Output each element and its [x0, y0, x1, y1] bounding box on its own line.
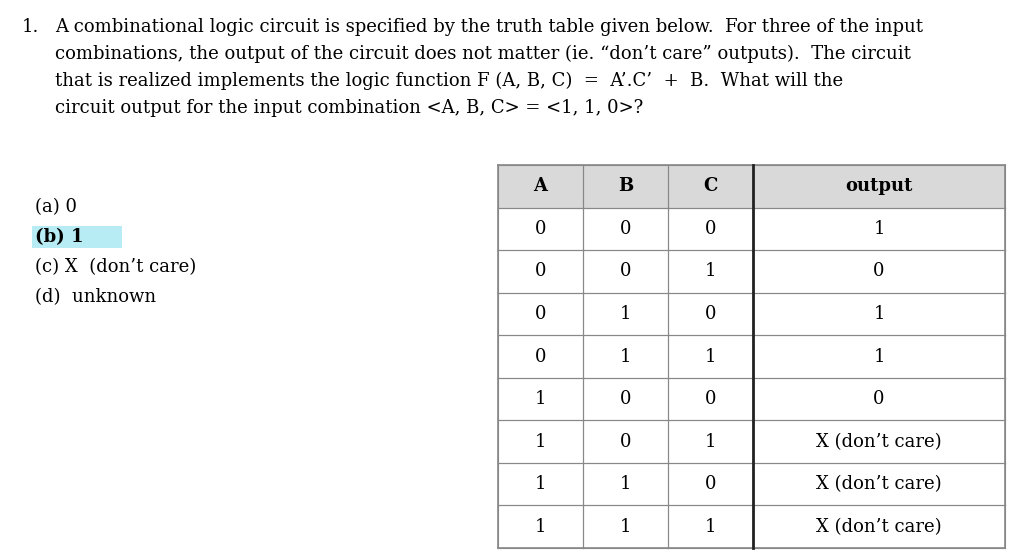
Text: X (don’t care): X (don’t care) [817, 518, 942, 536]
Bar [753, 165, 1005, 208]
Text: 1: 1 [874, 305, 885, 323]
Text: 1: 1 [705, 262, 716, 280]
Text: 0: 0 [874, 262, 885, 280]
Text: 1: 1 [619, 348, 632, 365]
Text: 1: 1 [535, 432, 546, 451]
Bar [668, 165, 753, 208]
Text: that is realized implements the logic function F (A, B, C)  =  A’.C’  +  B.  Wha: that is realized implements the logic fu… [55, 72, 843, 90]
Text: (b) 1: (b) 1 [35, 228, 83, 246]
Text: 1: 1 [535, 518, 546, 536]
Text: C: C [704, 177, 718, 195]
Text: 0: 0 [535, 220, 546, 238]
Text: B: B [618, 177, 634, 195]
Text: 0: 0 [874, 390, 885, 408]
Text: 1: 1 [619, 475, 632, 493]
Text: 1: 1 [874, 348, 885, 365]
Text: 1: 1 [705, 518, 716, 536]
Text: 0: 0 [705, 305, 716, 323]
Text: 0: 0 [535, 305, 546, 323]
Text: 1: 1 [705, 348, 716, 365]
Text: 0: 0 [535, 262, 546, 280]
Text: 0: 0 [705, 475, 716, 493]
Text: 1: 1 [874, 220, 885, 238]
Text: 0: 0 [535, 348, 546, 365]
Text: 0: 0 [619, 220, 632, 238]
Text: (c) X  (don’t care): (c) X (don’t care) [35, 258, 196, 276]
Text: 1: 1 [535, 475, 546, 493]
Text: 0: 0 [705, 220, 716, 238]
Text: (a) 0: (a) 0 [35, 198, 77, 216]
Text: 1.: 1. [22, 18, 40, 36]
Text: A combinational logic circuit is specified by the truth table given below.  For : A combinational logic circuit is specifi… [55, 18, 923, 36]
Text: 1: 1 [619, 305, 632, 323]
Text: 0: 0 [619, 390, 632, 408]
Text: 1: 1 [535, 390, 546, 408]
Text: 0: 0 [705, 390, 716, 408]
Text: output: output [845, 177, 912, 195]
Bar [583, 165, 668, 208]
Text: 0: 0 [619, 432, 632, 451]
Text: 1: 1 [705, 432, 716, 451]
Text: X (don’t care): X (don’t care) [817, 475, 942, 493]
Bar [498, 165, 583, 208]
Text: X (don’t care): X (don’t care) [817, 432, 942, 451]
Text: (d)  unknown: (d) unknown [35, 288, 157, 306]
Text: 0: 0 [619, 262, 632, 280]
Text: A: A [534, 177, 547, 195]
Text: combinations, the output of the circuit does not matter (ie. “don’t care” output: combinations, the output of the circuit … [55, 45, 911, 63]
FancyBboxPatch shape [32, 226, 122, 248]
Text: 1: 1 [619, 518, 632, 536]
Text: circuit output for the input combination <A, B, C> = <1, 1, 0>?: circuit output for the input combination… [55, 99, 643, 117]
